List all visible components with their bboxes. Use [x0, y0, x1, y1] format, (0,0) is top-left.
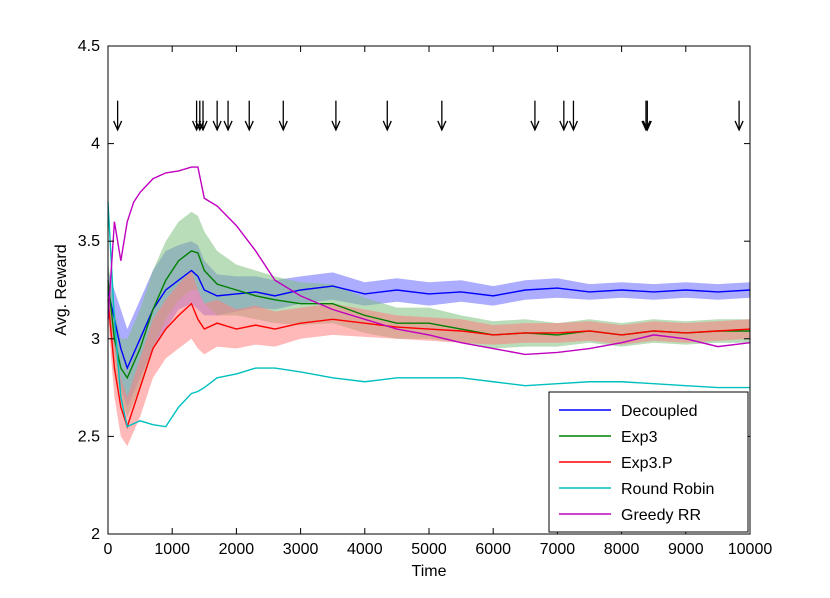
change-point-arrow: [641, 100, 651, 132]
x-tick-label: 8000: [604, 541, 640, 558]
change-point-arrow: [244, 100, 254, 132]
change-point-arrow: [382, 100, 392, 132]
change-point-arrow: [437, 100, 447, 132]
change-point-arrow: [530, 100, 540, 132]
legend-label-exp3-p: Exp3.P: [621, 455, 673, 472]
change-point-arrow: [278, 100, 288, 132]
x-tick-label: 0: [104, 541, 113, 558]
change-point-arrow: [559, 100, 569, 132]
y-tick-label: 3.5: [78, 233, 100, 250]
axis-ticks: 0 1000 2000 3000 4000 5000 6000 7000 8000 9000 100…: [78, 38, 773, 558]
legend-label-round-robin: Round Robin: [621, 481, 714, 498]
change-point-arrow: [212, 100, 222, 132]
change-point-arrow: [198, 100, 208, 132]
series-line-round-robin: [107, 202, 750, 428]
change-point-arrow: [113, 100, 123, 132]
x-tick-label: 9000: [668, 541, 704, 558]
y-tick-label: 3: [91, 331, 100, 348]
x-tick-label: 6000: [475, 541, 511, 558]
y-tick-label: 2.5: [78, 428, 100, 445]
x-tick-label: 7000: [540, 541, 576, 558]
y-tick-label: 4.5: [78, 38, 100, 55]
series-lines: [107, 166, 751, 429]
series-line-exp3-p: [107, 299, 751, 429]
x-tick-label: 5000: [411, 541, 447, 558]
change-point-arrows: [113, 100, 744, 132]
x-tick-label: 3000: [283, 541, 319, 558]
change-point-arrow: [642, 100, 652, 132]
y-axis-label: Avg. Reward: [53, 244, 70, 335]
band-exp3-p: [108, 270, 750, 447]
series-line-greedy-rr: [107, 166, 751, 356]
band-exp3: [108, 211, 750, 417]
legend: Decoupled Exp3 Exp3.P Round Robin Greedy RR: [548, 391, 749, 533]
change-point-arrow: [331, 100, 341, 132]
legend-label-greedy-rr: Greedy RR: [621, 507, 701, 524]
x-axis-label: Time: [412, 563, 447, 580]
legend-label-exp3: Exp3: [621, 429, 658, 446]
legend-label-decoupled: Decoupled: [621, 403, 698, 420]
x-tick-label: 4000: [347, 541, 383, 558]
x-tick-label: 2000: [219, 541, 255, 558]
x-tick-label: 1000: [154, 541, 190, 558]
confidence-bands: [108, 211, 750, 447]
y-tick-label: 2: [91, 526, 100, 543]
change-point-arrow: [223, 100, 233, 132]
change-point-arrow: [734, 100, 744, 132]
change-point-arrow: [568, 100, 579, 132]
y-tick-label: 4: [91, 136, 100, 153]
x-tick-label: 10000: [728, 541, 773, 558]
